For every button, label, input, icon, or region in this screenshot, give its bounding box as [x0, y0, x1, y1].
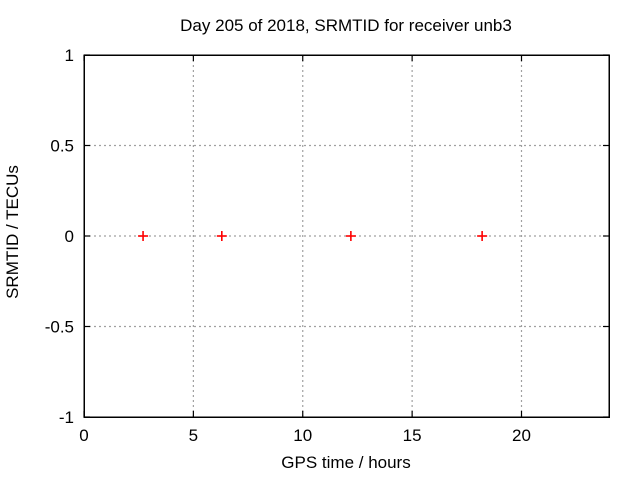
- x-axis-label: GPS time / hours: [281, 453, 410, 472]
- y-tick-label: 0.5: [50, 137, 74, 156]
- tick-layer: [83, 54, 609, 418]
- data-point-marker: [477, 231, 488, 241]
- data-point-marker: [345, 231, 356, 241]
- tick-label-layer: 0 5 10 15 20 -1 -0.5 0 0.5 1: [45, 46, 531, 445]
- y-tick-label: -0.5: [45, 318, 74, 337]
- x-tick-label: 10: [293, 426, 312, 445]
- y-axis-label: SRMTID / TECUs: [3, 165, 22, 299]
- x-tick-label: 15: [403, 426, 422, 445]
- y-tick-label: 1: [65, 46, 74, 65]
- x-tick-label: 5: [189, 426, 198, 445]
- chart-title: Day 205 of 2018, SRMTID for receiver unb…: [180, 16, 512, 35]
- data-point-layer: [138, 231, 488, 241]
- grid-layer: [84, 55, 609, 417]
- x-tick-label: 20: [512, 426, 531, 445]
- x-tick-label: 0: [79, 426, 88, 445]
- y-tick-label: 0: [65, 227, 74, 246]
- y-tick-label: -1: [59, 408, 74, 427]
- data-point-marker: [138, 231, 149, 241]
- data-point-marker: [216, 231, 227, 241]
